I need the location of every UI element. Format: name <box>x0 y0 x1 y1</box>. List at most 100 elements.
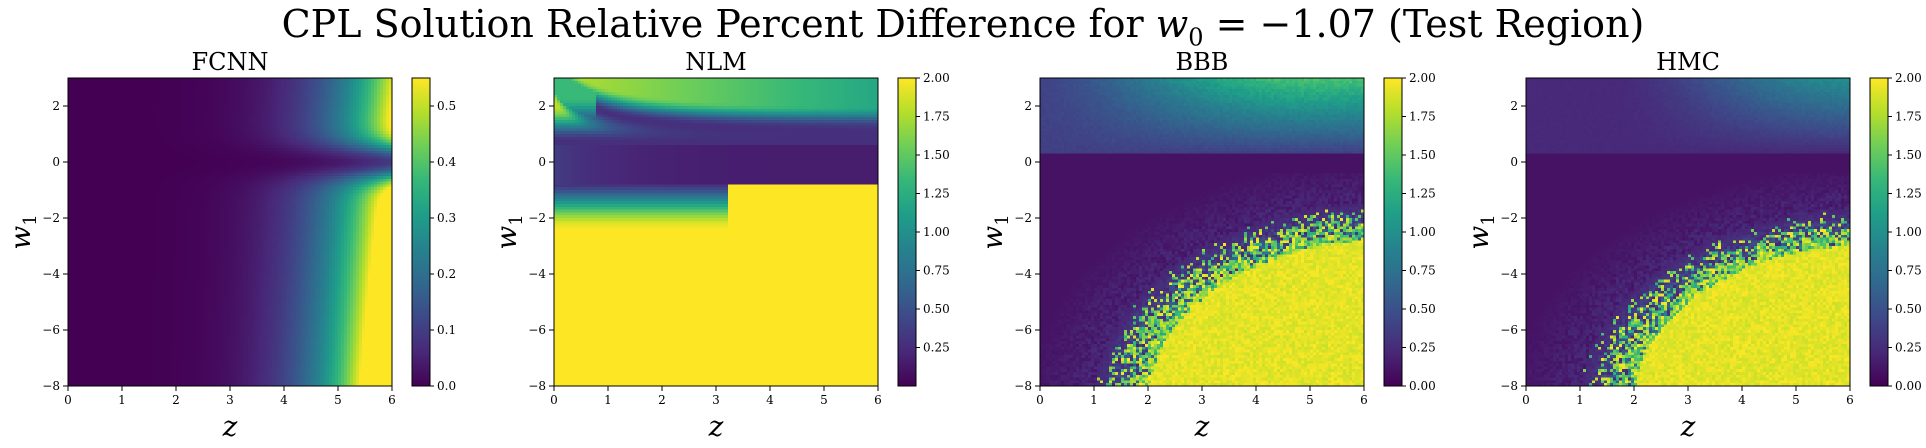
x-tick-label: 1 <box>604 393 612 407</box>
y-tick-label: −8 <box>1014 379 1032 393</box>
x-tick-label: 3 <box>226 393 234 407</box>
y-tick-label: −6 <box>1014 323 1032 337</box>
colorbar-tick-label: 0.50 <box>1409 302 1436 316</box>
figure-title: CPL Solution Relative Percent Difference… <box>0 2 1926 52</box>
x-tick-label: 2 <box>1144 393 1152 407</box>
y-tick-label: 0 <box>538 155 546 169</box>
svg-text:w1: w1 <box>4 214 41 249</box>
svg-text:w1: w1 <box>490 214 527 249</box>
y-axis-label: w1 <box>976 214 1013 249</box>
colorbar-tick-label: 1.00 <box>1409 225 1436 239</box>
colorbar-tick-label: 2.00 <box>1895 71 1922 85</box>
colorbar <box>1869 77 1889 387</box>
colorbar-tick-label: 0.75 <box>923 264 950 278</box>
panel-title: BBB <box>1176 48 1229 76</box>
x-tick-label: 4 <box>766 393 774 407</box>
colorbar-tick-label: 1.75 <box>1409 110 1436 124</box>
figure-title-equation: = −1.07 <box>1203 2 1376 46</box>
y-tick-label: −2 <box>528 211 546 225</box>
x-axis-label: z <box>708 410 724 443</box>
colorbar-tick-label: 1.75 <box>923 110 950 124</box>
colorbar-tick-label: 0.50 <box>923 302 950 316</box>
colorbar-tick-label: 1.25 <box>923 187 950 201</box>
colorbar-tick-label: 1.75 <box>1895 110 1922 124</box>
x-tick-label: 6 <box>1360 393 1368 407</box>
x-axis-label: z <box>1680 410 1696 443</box>
y-tick-label: 0 <box>1024 155 1032 169</box>
colorbar-tick-label: 1.00 <box>1895 225 1922 239</box>
panel-hmc: HMC 0 1 2 3 4 5 6 −8 −6 −4 −2 0 2 z w1 0.00 0.25 0.50 0.75 1… <box>1462 48 1922 443</box>
colorbar-tick-label: 0.25 <box>1409 341 1436 355</box>
colorbar-tick-label: 2.00 <box>923 71 950 85</box>
colorbar-tick-label: 1.25 <box>1895 187 1922 201</box>
panel-fcnn: FCNN 0 1 2 3 4 5 6 −8 −6 −4 −2 0 2 z w1 0.0 0.1 0.2 0.3 0.4 0… <box>4 48 456 443</box>
y-tick-label: 2 <box>52 99 60 113</box>
y-axis-label: w1 <box>490 214 527 249</box>
colorbar-tick-label: 0.00 <box>1895 379 1922 393</box>
svg-text:w1: w1 <box>1462 214 1499 249</box>
figure-title-suffix: (Test Region) <box>1375 2 1645 46</box>
y-tick-label: −6 <box>1500 323 1518 337</box>
figure-title-math-subscript: 0 <box>1188 23 1204 52</box>
x-axis-label: z <box>222 410 238 443</box>
colorbar-tick-label: 0.50 <box>1895 302 1922 316</box>
colorbar-tick-label: 0.5 <box>437 99 456 113</box>
colorbar-tick-label: 0.0 <box>437 379 456 393</box>
y-tick-label: −8 <box>42 379 60 393</box>
panel-bbb: BBB 0 1 2 3 4 5 6 −8 −6 −4 −2 0 2 z w1 0.00 0.25 0.50 0.75 1… <box>976 48 1436 443</box>
colorbar-tick-label: 0.75 <box>1895 264 1922 278</box>
x-tick-label: 4 <box>280 393 288 407</box>
x-tick-label: 3 <box>712 393 720 407</box>
y-axis-label: w1 <box>1462 214 1499 249</box>
colorbar-tick-label: 0.00 <box>1409 379 1436 393</box>
x-tick-label: 5 <box>1306 393 1314 407</box>
x-tick-label: 2 <box>658 393 666 407</box>
y-axis-label: w1 <box>4 214 41 249</box>
x-tick-label: 3 <box>1684 393 1692 407</box>
x-axis-label: z <box>1194 410 1210 443</box>
panel-nlm: NLM 0 1 2 3 4 5 6 −8 −6 −4 −2 0 2 z w1 0.25 0.50 0.75 1.00 1… <box>490 48 950 443</box>
heatmap-cells <box>1526 78 1850 386</box>
colorbar-tick-label: 0.75 <box>1409 264 1436 278</box>
x-tick-label: 1 <box>118 393 126 407</box>
colorbar-tick-label: 1.50 <box>1895 148 1922 162</box>
x-tick-label: 0 <box>1522 393 1530 407</box>
x-tick-label: 0 <box>64 393 72 407</box>
colorbar-tick-label: 2.00 <box>1409 71 1436 85</box>
colorbar-tick-label: 1.50 <box>923 148 950 162</box>
x-tick-label: 5 <box>1792 393 1800 407</box>
x-tick-label: 0 <box>1036 393 1044 407</box>
colorbar-tick-label: 0.4 <box>437 155 456 169</box>
y-tick-label: −6 <box>42 323 60 337</box>
x-tick-label: 0 <box>550 393 558 407</box>
colorbar-tick-label: 1.50 <box>1409 148 1436 162</box>
colorbar <box>411 77 431 387</box>
colorbar-tick-label: 0.1 <box>437 323 456 337</box>
colorbar <box>1383 77 1403 387</box>
y-tick-label: −2 <box>1014 211 1032 225</box>
x-tick-label: 6 <box>388 393 396 407</box>
colorbar-tick-label: 0.2 <box>437 267 456 281</box>
colorbar <box>897 77 917 387</box>
colorbar-tick-label: 0.3 <box>437 211 456 225</box>
x-tick-label: 1 <box>1090 393 1098 407</box>
svg-text:w1: w1 <box>976 214 1013 249</box>
colorbar-tick-label: 0.25 <box>923 341 950 355</box>
y-tick-label: −2 <box>1500 211 1518 225</box>
y-tick-label: −4 <box>1014 267 1032 281</box>
y-tick-label: 0 <box>1510 155 1518 169</box>
y-tick-label: −4 <box>42 267 60 281</box>
x-tick-label: 4 <box>1738 393 1746 407</box>
heatmap-cells <box>554 78 878 386</box>
heatmap-cells <box>1040 78 1364 386</box>
colorbar-tick-label: 0.25 <box>1895 341 1922 355</box>
y-tick-label: −4 <box>1500 267 1518 281</box>
y-tick-label: 2 <box>538 99 546 113</box>
y-tick-label: 0 <box>52 155 60 169</box>
y-tick-label: −8 <box>528 379 546 393</box>
y-tick-label: 2 <box>1024 99 1032 113</box>
x-tick-label: 6 <box>1846 393 1854 407</box>
x-tick-label: 2 <box>1630 393 1638 407</box>
x-tick-label: 4 <box>1252 393 1260 407</box>
